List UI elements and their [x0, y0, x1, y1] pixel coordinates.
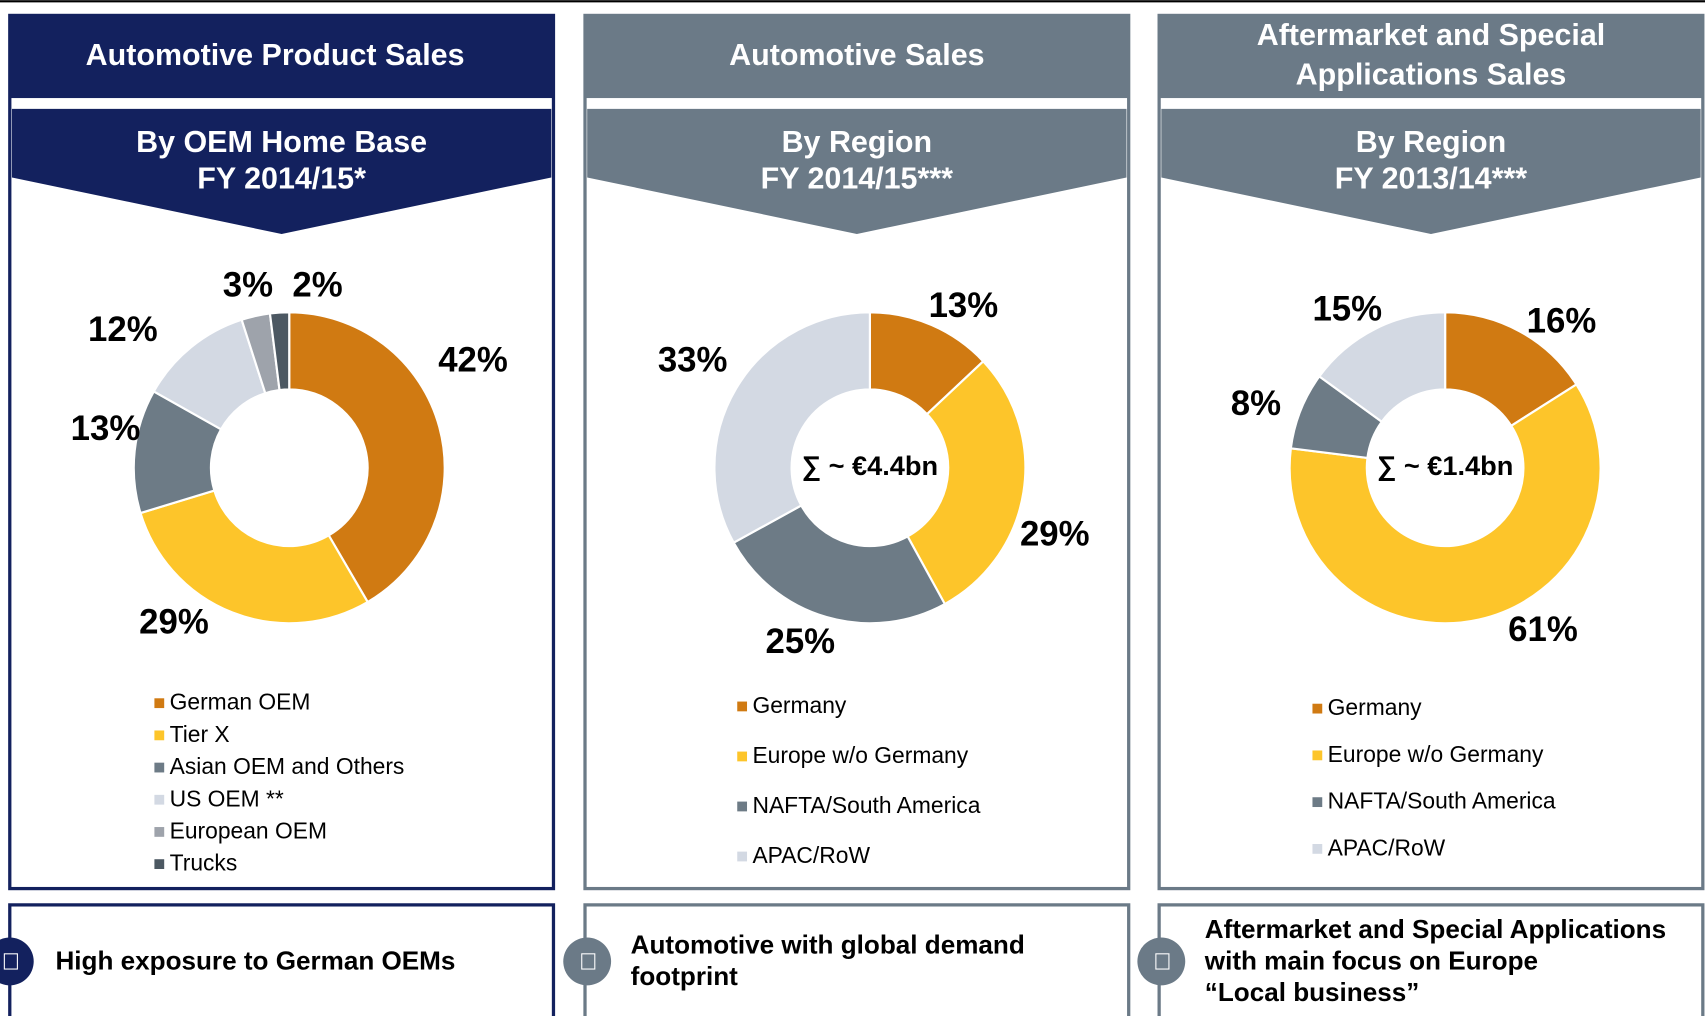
- legend-swatch: [737, 751, 748, 762]
- chevron: [1161, 108, 1701, 234]
- slice-label: 25%: [765, 623, 835, 661]
- legend-label: NAFTA/South America: [752, 792, 980, 818]
- legend-swatch: [154, 698, 165, 709]
- note-text: “Local business”: [1205, 977, 1419, 1007]
- center-label: ∑ ~ €1.4bn: [1377, 450, 1513, 482]
- legend-label: European OEM: [170, 818, 327, 844]
- note-icon-glyph: [3, 953, 18, 970]
- legend-swatch: [154, 794, 165, 805]
- chevron: [11, 108, 552, 234]
- slice-label: 3%: [223, 266, 273, 304]
- legend-label: NAFTA/South America: [1328, 788, 1556, 814]
- center-label: ∑ ~ €4.4bn: [802, 450, 938, 482]
- legend-swatch: [737, 851, 748, 862]
- donut-slice: [139, 489, 370, 625]
- note-icon-glyph: [1155, 953, 1170, 970]
- slice-label: 29%: [139, 604, 209, 642]
- note-text: with main focus on Europe: [1204, 945, 1538, 975]
- note-text: Aftermarket and Special Applications: [1205, 914, 1666, 944]
- panel-header: [1158, 15, 1704, 99]
- legend-swatch: [154, 827, 165, 837]
- donut-slice: [732, 504, 947, 625]
- legend-label: German OEM: [170, 689, 311, 715]
- slice-label: 29%: [1020, 515, 1090, 553]
- note-text: Automotive with global demand: [631, 930, 1025, 960]
- slice-label: 61%: [1508, 611, 1578, 649]
- slice-label: 13%: [929, 287, 999, 325]
- panel-subtitle: By OEM Home Base: [136, 125, 427, 159]
- panel-title: Applications Sales: [1296, 57, 1567, 91]
- legend-label: Europe w/o Germany: [1328, 741, 1544, 767]
- donut-slice: [713, 311, 871, 545]
- legend-label: US OEM **: [170, 785, 284, 811]
- note-box: [583, 903, 1131, 1016]
- legend-label: APAC/RoW: [752, 842, 870, 868]
- legend-swatch: [1312, 750, 1323, 761]
- panel-title: Aftermarket and Special: [1257, 18, 1605, 52]
- legend-label: Europe w/o Germany: [752, 742, 968, 768]
- note-icon: [0, 937, 34, 986]
- panel-title: Automotive Product Sales: [86, 38, 465, 72]
- legend-label: APAC/RoW: [1328, 834, 1446, 860]
- slice-label: 15%: [1312, 290, 1382, 328]
- donut-slice: [1288, 382, 1602, 625]
- panel-subtitle: By Region: [1356, 125, 1507, 159]
- note-box: [1157, 903, 1705, 1016]
- note-icon-glyph: [581, 953, 596, 970]
- donut-slice: [288, 311, 446, 604]
- donut-slice: [906, 359, 1027, 606]
- legend-swatch: [154, 859, 165, 870]
- panel-title: Automotive Sales: [729, 38, 984, 72]
- donut-slice: [1317, 311, 1447, 424]
- note-icon: [1137, 937, 1186, 986]
- legend-swatch: [154, 730, 165, 741]
- note-text: footprint: [631, 961, 738, 991]
- donut-slice: [268, 311, 291, 392]
- legend-label: Asian OEM and Others: [170, 753, 405, 779]
- panel-subtitle: FY 2014/15***: [761, 162, 954, 196]
- legend-label: Germany: [752, 692, 846, 718]
- slice-label: 16%: [1527, 302, 1597, 340]
- slice-label: 33%: [658, 341, 728, 379]
- legend-label: Tier X: [170, 721, 230, 747]
- legend-swatch: [737, 801, 748, 812]
- panel-subtitle: FY 2014/15*: [197, 162, 366, 196]
- legend-label: Trucks: [170, 850, 238, 876]
- panel-header: [583, 15, 1130, 99]
- note-icon: [563, 937, 612, 986]
- top-rule: [0, 0, 1705, 3]
- slice-label: 12%: [88, 311, 158, 349]
- panel-subtitle: FY 2013/14***: [1335, 162, 1528, 196]
- legend-swatch: [154, 762, 165, 773]
- slice-label: 2%: [292, 266, 342, 304]
- legend-label: Germany: [1328, 694, 1422, 720]
- slice-label: 8%: [1231, 385, 1281, 423]
- legend-swatch: [1312, 843, 1323, 854]
- slice-label: 42%: [438, 341, 508, 379]
- slice-label: 13%: [71, 410, 141, 448]
- legend-swatch: [1312, 703, 1323, 714]
- note-box: [8, 903, 556, 1016]
- note-text: High exposure to German OEMs: [55, 945, 455, 975]
- chevron: [587, 108, 1127, 234]
- panel-subtitle: By Region: [782, 125, 933, 159]
- legend-swatch: [1312, 797, 1323, 808]
- legend-swatch: [737, 701, 748, 712]
- donut-slice: [1444, 311, 1578, 428]
- panel-header: [8, 15, 555, 99]
